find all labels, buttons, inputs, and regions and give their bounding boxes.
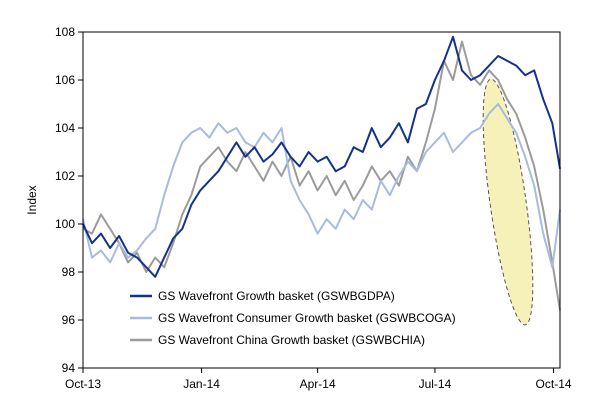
plot-area — [82, 31, 561, 369]
y-tick-label: 106 — [55, 73, 75, 87]
y-tick-label: 100 — [55, 217, 75, 231]
y-tick-label: 102 — [55, 169, 75, 183]
x-tick-label: Apr-14 — [300, 377, 336, 391]
series-line-gswbcoga — [82, 103, 561, 269]
legend-entry: GS Wavefront Consumer Growth basket (GSW… — [158, 311, 456, 325]
y-tick-label: 96 — [62, 313, 76, 327]
x-tick-label: Oct-13 — [65, 377, 101, 391]
y-tick-label: 94 — [62, 361, 76, 375]
x-tick-label: Jan-14 — [183, 377, 220, 391]
y-tick-label: 108 — [55, 25, 75, 39]
y-axis-label: Index — [25, 185, 39, 214]
x-tick-label: Jul-14 — [419, 377, 452, 391]
highlight-ellipse — [482, 78, 534, 326]
legend-entry: GS Wavefront Growth basket (GSWBGDPA) — [158, 289, 395, 303]
y-tick-label: 98 — [62, 265, 76, 279]
x-tick-label: Oct-14 — [536, 377, 572, 391]
legend: GS Wavefront Growth basket (GSWBGDPA) GS … — [130, 289, 456, 347]
series-line-gswbgdpa — [82, 35, 561, 278]
y-tick-label: 104 — [55, 121, 75, 135]
legend-entry: GS Wavefront China Growth basket (GSWBCH… — [158, 333, 425, 347]
series-line-gswbchia — [82, 40, 561, 311]
